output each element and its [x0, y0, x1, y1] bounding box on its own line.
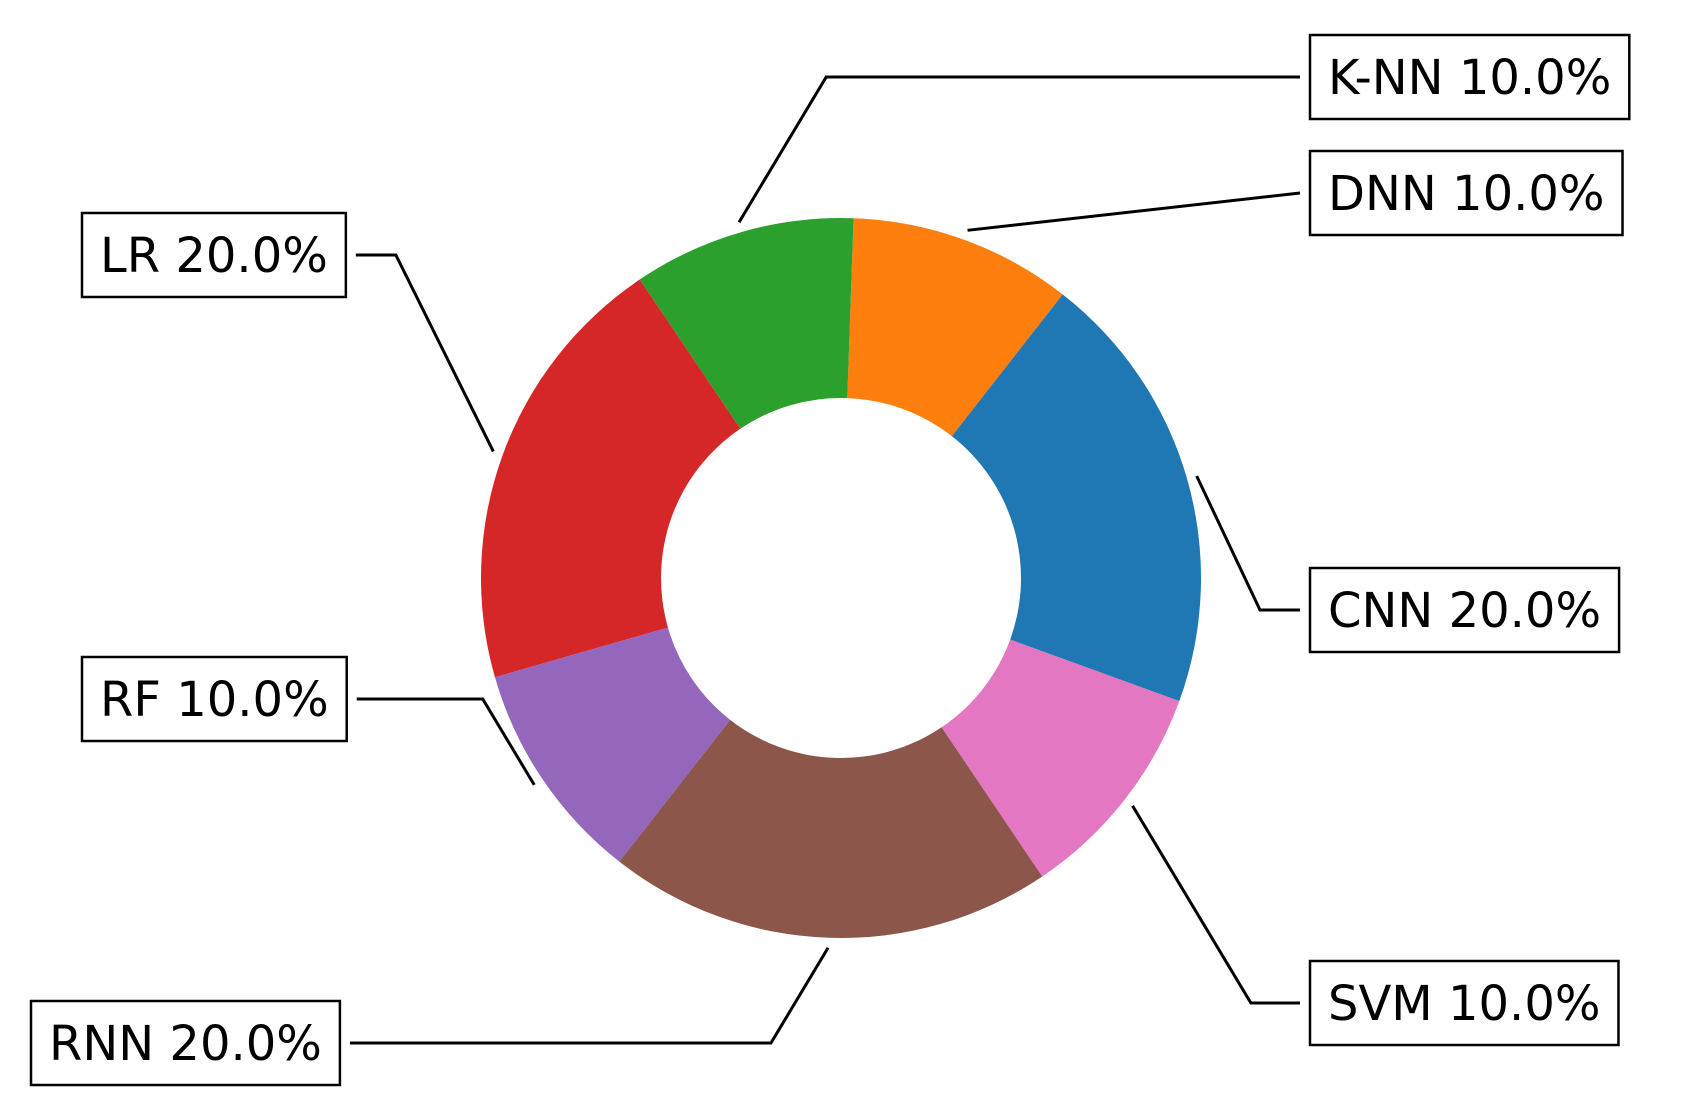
label-box-k-nn: [1308, 33, 1631, 121]
label-box-cnn: [1308, 566, 1621, 654]
label-text-k-nn: K-NN 10.0%: [1328, 50, 1611, 106]
label-rf: RF 10.0%: [80, 655, 348, 743]
label-cnn: CNN 20.0%: [1308, 566, 1621, 654]
label-rnn: RNN 20.0%: [29, 999, 342, 1087]
label-box-dnn: [1308, 149, 1624, 237]
label-dnn: DNN 10.0%: [1308, 149, 1624, 237]
donut-slices: [481, 218, 1201, 939]
label-svm: SVM 10.0%: [1308, 959, 1620, 1047]
label-box-rf: [80, 655, 348, 743]
label-text-lr: LR 20.0%: [100, 228, 328, 284]
leader-cnn: [1195, 475, 1300, 612]
label-box-lr: [80, 211, 348, 299]
label-text-rnn: RNN 20.0%: [49, 1016, 322, 1072]
slice-k-nn: [639, 218, 854, 429]
slice-lr: [481, 279, 741, 678]
leader-svm: [1131, 805, 1300, 1005]
label-k-nn: K-NN 10.0%: [1308, 33, 1631, 121]
leader-lr: [355, 253, 495, 453]
slice-labels: CNN 20.0% DNN 10.0% K-NN 10.0% LR 20.0% RF 1…: [29, 33, 1631, 1087]
label-text-svm: SVM 10.0%: [1328, 976, 1600, 1032]
slice-rnn: [619, 719, 1043, 939]
label-text-rf: RF 10.0%: [100, 672, 329, 728]
leader-rnn: [349, 947, 830, 1045]
leader-lines: [349, 75, 1301, 1045]
label-lr: LR 20.0%: [80, 211, 348, 299]
leader-k-nn: [737, 75, 1300, 224]
label-box-svm: [1308, 959, 1620, 1047]
label-text-cnn: CNN 20.0%: [1328, 583, 1601, 639]
slice-rf: [494, 627, 731, 862]
slice-cnn: [951, 294, 1201, 702]
slice-dnn: [847, 218, 1063, 437]
leader-rf: [356, 697, 536, 786]
label-box-rnn: [29, 999, 342, 1087]
leader-dnn: [967, 191, 1301, 232]
slice-svm: [941, 639, 1180, 877]
label-text-dnn: DNN 10.0%: [1328, 166, 1605, 222]
